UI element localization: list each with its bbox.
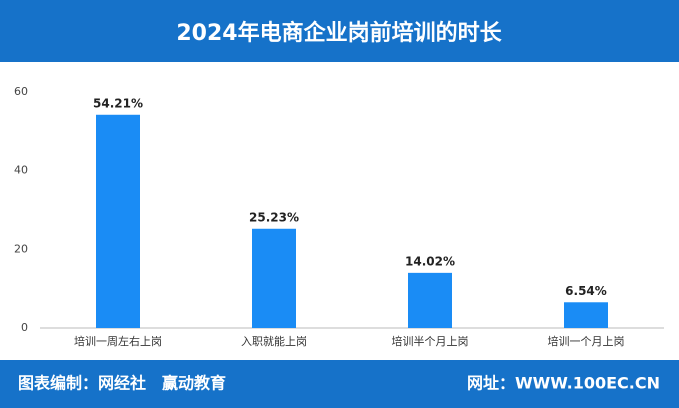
value-label: 54.21% <box>93 96 143 110</box>
footer-left: 图表编制：网经社 赢动教育 <box>18 374 226 393</box>
bar <box>96 114 140 328</box>
bar <box>252 228 296 328</box>
y-tick-label: 0 <box>21 321 28 334</box>
header-band <box>0 0 679 62</box>
chart-title: 2024年电商企业岗前培训的时长 <box>176 20 502 46</box>
value-label: 6.54% <box>565 284 607 298</box>
bar <box>564 302 608 328</box>
x-tick-label: 入职就能上岗 <box>241 334 307 348</box>
footer-right: 网址：WWW.100EC.CN <box>467 374 660 393</box>
x-tick-label: 培训一周左右上岗 <box>74 334 162 348</box>
value-label: 25.23% <box>249 210 299 224</box>
y-tick-label: 20 <box>14 242 28 255</box>
footer-band <box>0 360 679 408</box>
x-tick-label: 培训半个月上岗 <box>392 334 469 348</box>
x-tick-label: 培训一个月上岗 <box>548 334 625 348</box>
y-tick-label: 40 <box>14 164 28 177</box>
bar <box>408 272 452 328</box>
y-tick-label: 60 <box>14 85 28 98</box>
value-label: 14.02% <box>405 254 455 268</box>
